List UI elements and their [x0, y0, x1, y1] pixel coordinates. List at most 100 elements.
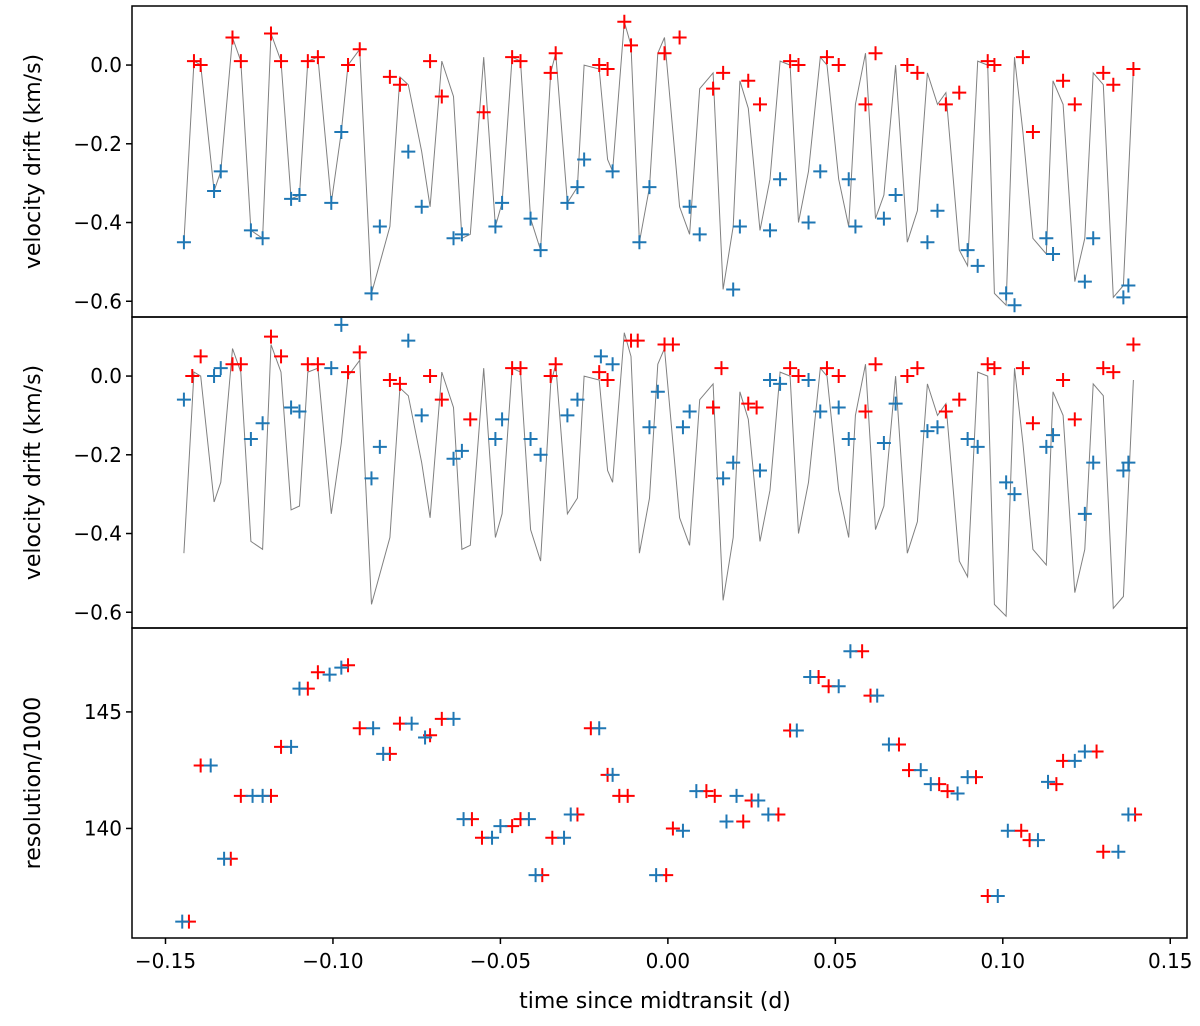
data-point-blue — [789, 723, 804, 738]
data-point-red — [1025, 416, 1040, 431]
data-point-blue — [213, 361, 228, 376]
data-point-blue — [577, 152, 592, 167]
data-point-blue — [752, 463, 767, 478]
data-point-red — [423, 54, 438, 69]
data-point-red — [706, 400, 721, 415]
data-point-red — [868, 357, 883, 372]
data-point-blue — [729, 788, 744, 803]
data-point-red — [1089, 744, 1104, 759]
data-point-blue — [888, 187, 903, 202]
data-point-blue — [605, 164, 620, 179]
data-point-red — [592, 365, 607, 380]
data-point-blue — [446, 451, 461, 466]
data-point-blue — [913, 763, 928, 778]
data-point-red — [392, 716, 407, 731]
panel-bottom-resolution: 140 145 resolution/1000 — [21, 627, 1188, 939]
data-point-red — [545, 830, 560, 845]
data-point-blue — [1086, 231, 1101, 246]
data-point-blue — [292, 681, 307, 696]
data-point-red — [352, 345, 367, 360]
data-point-blue — [322, 667, 337, 682]
data-point-blue — [292, 187, 307, 202]
data-point-red — [938, 404, 953, 419]
data-point-blue — [324, 195, 339, 210]
data-point-red — [900, 369, 915, 384]
data-point-red — [831, 58, 846, 73]
data-point-blue — [324, 361, 339, 376]
data-point-blue — [372, 219, 387, 234]
data-point-blue — [990, 889, 1005, 904]
data-point-red — [1056, 372, 1071, 387]
data-point-red — [714, 361, 729, 376]
data-point-blue — [970, 439, 985, 454]
data-point-blue — [1007, 487, 1022, 502]
data-point-red — [752, 97, 767, 112]
data-point-blue — [533, 447, 548, 462]
panel-top-ylabel: velocity drift (km/s) — [21, 54, 46, 269]
data-point-red — [185, 369, 200, 384]
data-point-red — [548, 357, 563, 372]
data-point-blue — [803, 669, 818, 684]
data-point-blue — [243, 432, 258, 447]
data-point-blue — [761, 807, 776, 822]
y-tick-label: 140 — [84, 816, 122, 840]
data-point-blue — [650, 384, 665, 399]
data-point-blue — [493, 819, 508, 834]
x-tick-label: −0.10 — [302, 949, 363, 973]
data-point-red — [193, 58, 208, 73]
data-point-red — [543, 369, 558, 384]
data-point-red — [1106, 365, 1121, 380]
data-point-red — [463, 412, 478, 427]
data-point-red — [657, 46, 672, 61]
data-point-red — [706, 81, 721, 96]
data-point-red — [630, 333, 645, 348]
data-point-blue — [217, 851, 232, 866]
data-point-red — [434, 89, 449, 104]
data-point-red — [1126, 337, 1141, 352]
data-point-red — [505, 819, 520, 834]
data-point-blue — [560, 408, 575, 423]
data-point-blue — [418, 730, 433, 745]
data-point-red — [600, 372, 615, 387]
data-point-red — [617, 14, 632, 29]
data-point-red — [855, 644, 870, 659]
data-point-blue — [255, 788, 270, 803]
data-point-blue — [773, 376, 788, 391]
data-point-blue — [605, 767, 620, 782]
data-point-blue — [334, 660, 349, 675]
data-point-blue — [213, 164, 228, 179]
data-point-blue — [1046, 428, 1061, 443]
data-point-red — [910, 361, 925, 376]
data-point-blue — [1067, 753, 1082, 768]
data-point-blue — [292, 404, 307, 419]
data-point-blue — [454, 443, 469, 458]
data-point-red — [1056, 73, 1071, 88]
data-point-red — [233, 357, 248, 372]
x-axis-label: time since midtransit (d) — [519, 989, 791, 1014]
data-point-red — [741, 396, 756, 411]
data-point-red — [910, 65, 925, 80]
data-point-blue — [1077, 274, 1092, 289]
data-point-blue — [642, 180, 657, 195]
model-curve — [183, 332, 1134, 618]
data-point-blue — [649, 868, 664, 883]
data-point-blue — [1046, 247, 1061, 262]
data-point-red — [868, 46, 883, 61]
data-point-blue — [763, 372, 778, 387]
data-point-blue — [176, 235, 191, 250]
data-point-blue — [716, 471, 731, 486]
data-point-blue — [1086, 455, 1101, 470]
data-point-red — [505, 50, 520, 65]
data-point-red — [819, 50, 834, 65]
data-point-red — [543, 65, 558, 80]
data-point-blue — [533, 243, 548, 258]
data-point-red — [600, 61, 615, 76]
data-point-red — [665, 821, 680, 836]
data-point-red — [382, 69, 397, 84]
data-point-blue — [960, 243, 975, 258]
data-point-red — [1025, 124, 1040, 139]
data-point-red — [1106, 77, 1121, 92]
data-point-red — [352, 42, 367, 57]
data-point-blue — [560, 195, 575, 210]
data-point-blue — [813, 404, 828, 419]
